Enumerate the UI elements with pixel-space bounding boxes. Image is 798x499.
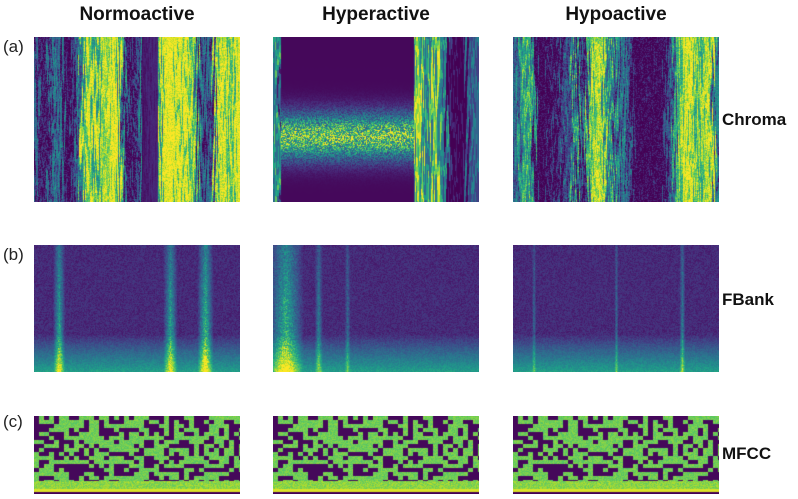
- chroma-hypoactive-panel: [513, 37, 719, 202]
- row-tag-b: (b): [3, 245, 24, 264]
- row-name-chroma: Chroma: [722, 110, 787, 129]
- mfcc-normoactive-panel: [34, 416, 240, 494]
- fbank-normoactive-panel: [34, 245, 240, 372]
- column-title-hypoactive: Hypoactive: [565, 4, 667, 25]
- row-name-mfcc: MFCC: [722, 444, 772, 463]
- chroma-normoactive-panel: [34, 37, 240, 202]
- chroma-hyperactive-panel: [273, 37, 479, 202]
- row-name-fbank: FBank: [722, 290, 774, 309]
- fbank-hyperactive-panel: [273, 245, 479, 372]
- column-title-hyperactive: Hyperactive: [322, 4, 430, 25]
- fbank-hypoactive-panel: [513, 245, 719, 372]
- row-tag-a: (a): [3, 37, 24, 56]
- column-title-normoactive: Normoactive: [79, 4, 195, 25]
- row-tag-c: (c): [3, 412, 23, 431]
- mfcc-hyperactive-panel: [273, 416, 479, 494]
- mfcc-hypoactive-panel: [513, 416, 719, 494]
